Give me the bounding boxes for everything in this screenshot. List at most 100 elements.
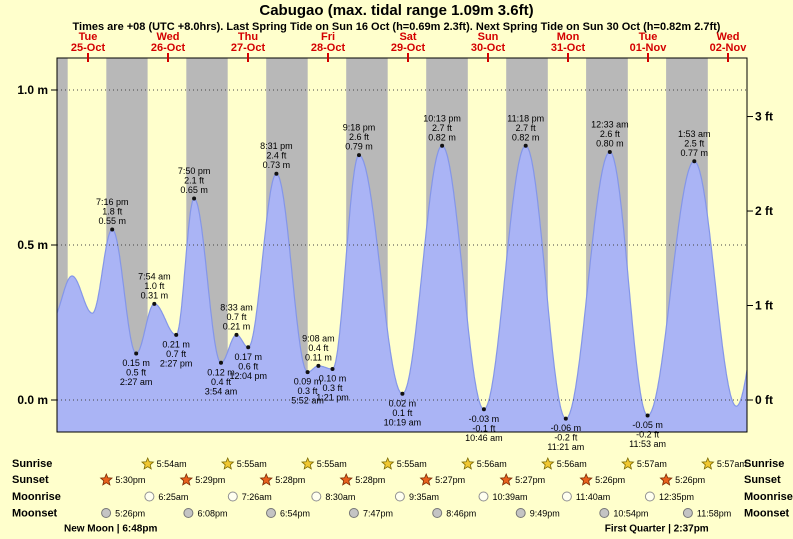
tide-high-label: 0.4 ft — [308, 343, 329, 353]
tide-low-label: 0.15 m — [122, 358, 150, 368]
sunset-time: 5:28pm — [275, 475, 305, 485]
tide-low-label: 11:21 am — [547, 442, 584, 452]
day-label-date: 30-Oct — [471, 42, 506, 54]
moon-phase-note: First Quarter | 2:37pm — [605, 524, 709, 535]
y-axis-label-ft: 1 ft — [755, 299, 773, 313]
astro-row-label-right: Sunset — [744, 474, 781, 486]
day-label-date: 02-Nov — [710, 42, 748, 54]
y-axis-label-m: 0.0 m — [17, 393, 48, 407]
tide-high-label: 0.7 ft — [226, 312, 247, 322]
page-title: Cabugao (max. tidal range 1.09m 3.6ft) — [259, 2, 534, 19]
sunset-time: 5:27pm — [515, 475, 545, 485]
moonrise-icon — [144, 491, 155, 502]
tide-extreme-dot — [523, 143, 528, 148]
tide-low-label: 0.3 ft — [322, 383, 343, 393]
tide-low-label: -0.05 m — [632, 420, 663, 430]
moonset-time: 5:26pm — [115, 509, 145, 519]
tide-high-label: 7:50 pm — [178, 166, 211, 176]
sunrise-icon — [621, 456, 635, 470]
sunset-time: 5:26pm — [595, 475, 625, 485]
day-label-dow: Wed — [716, 31, 739, 43]
tide-extreme-dot — [305, 370, 310, 375]
tide-high-label: 12:33 am — [591, 120, 629, 130]
tide-extreme-dot — [607, 150, 612, 154]
tide-low-label: -0.06 m — [551, 423, 582, 433]
moonrise-icon — [561, 491, 572, 502]
tide-high-label: 1.8 ft — [102, 207, 123, 217]
tide-low-label: 10:46 am — [465, 433, 503, 443]
moonrise-time: 12:35pm — [659, 492, 694, 502]
tide-low-label: 0.3 ft — [298, 386, 319, 396]
sunset-icon — [579, 472, 593, 486]
y-axis-label-ft: 3 ft — [755, 110, 773, 124]
moonrise-time: 11:40am — [576, 492, 610, 502]
day-label-dow: Mon — [557, 31, 580, 43]
day-label-dow: Wed — [156, 31, 179, 43]
tide-extreme-dot — [316, 363, 321, 368]
tide-low-label: -0.1 ft — [472, 423, 496, 433]
tide-extreme-dot — [274, 171, 279, 176]
tide-extreme-dot — [330, 367, 335, 371]
moonset-icon — [682, 508, 693, 518]
sunrise-time: 5:57am — [637, 459, 667, 469]
day-label-dow: Sat — [399, 31, 416, 43]
tide-area — [57, 145, 747, 433]
tide-high-label: 0.80 m — [596, 139, 624, 149]
tide-extreme-dot — [152, 301, 157, 306]
tide-extreme-dot — [400, 391, 405, 396]
night-band — [57, 58, 68, 432]
sunrise-icon — [300, 456, 315, 470]
tide-low-label: 1:21 pm — [316, 393, 349, 403]
sunset-icon — [499, 472, 513, 486]
moonset-icon — [432, 508, 443, 518]
page-subtitle: Times are +08 (UTC +8.0hrs). Last Spring… — [72, 21, 721, 33]
tide-extreme-dot — [246, 345, 251, 350]
moonset-icon — [599, 508, 610, 518]
tide-extreme-dot — [134, 351, 139, 356]
tide-high-label: 1.0 ft — [144, 281, 165, 291]
sunrise-time: 5:55am — [397, 459, 427, 469]
moonset-time: 9:49pm — [530, 509, 560, 519]
sunset-icon — [99, 472, 113, 486]
tide-high-label: 0.21 m — [223, 321, 251, 331]
tide-high-label: 9:18 pm — [343, 123, 376, 133]
tide-low-label: -0.2 ft — [554, 433, 578, 443]
tide-low-label: 0.09 m — [294, 377, 322, 387]
y-axis-label-ft: 2 ft — [755, 204, 773, 218]
sunrise-time: 5:57am — [717, 459, 747, 469]
tide-high-label: 2.7 ft — [516, 123, 537, 133]
tide-low-label: -0.03 m — [469, 414, 500, 424]
moonset-time: 11:58pm — [697, 509, 731, 519]
tide-low-label: 0.12 m — [207, 367, 235, 377]
tide-low-label: 3:54 am — [205, 386, 238, 396]
tide-high-label: 0.82 m — [428, 132, 456, 142]
tide-low-label: 0.1 ft — [392, 408, 413, 418]
tide-extreme-dot — [692, 159, 697, 164]
sunset-icon — [179, 472, 194, 486]
tide-high-label: 8:33 am — [220, 302, 253, 312]
tide-extreme-dot — [440, 143, 445, 148]
moonrise-time: 10:39am — [493, 492, 528, 502]
tide-low-label: 2:27 am — [120, 377, 153, 387]
sunrise-time: 5:56am — [557, 459, 587, 469]
tide-low-label: 0.5 ft — [126, 368, 147, 378]
sunrise-icon — [701, 456, 715, 470]
day-label-date: 31-Oct — [551, 42, 586, 54]
day-label-date: 27-Oct — [231, 42, 266, 54]
tide-high-label: 2.7 ft — [432, 123, 453, 133]
tide-low-label: 0.17 m — [234, 352, 262, 362]
tide-low-label: 12:04 pm — [229, 371, 267, 381]
day-label-date: 01-Nov — [630, 42, 668, 54]
moonrise-icon — [394, 491, 405, 502]
sunrise-icon — [220, 456, 235, 470]
moonset-icon — [348, 508, 359, 518]
y-axis-label-m: 1.0 m — [17, 83, 48, 97]
sunset-time: 5:30pm — [115, 475, 145, 485]
tide-extreme-dot — [219, 360, 223, 365]
moonset-time: 7:47pm — [363, 509, 393, 519]
tide-low-label: 11:53 am — [629, 439, 666, 449]
sunset-icon — [419, 472, 433, 486]
tide-high-label: 2.4 ft — [266, 151, 287, 161]
